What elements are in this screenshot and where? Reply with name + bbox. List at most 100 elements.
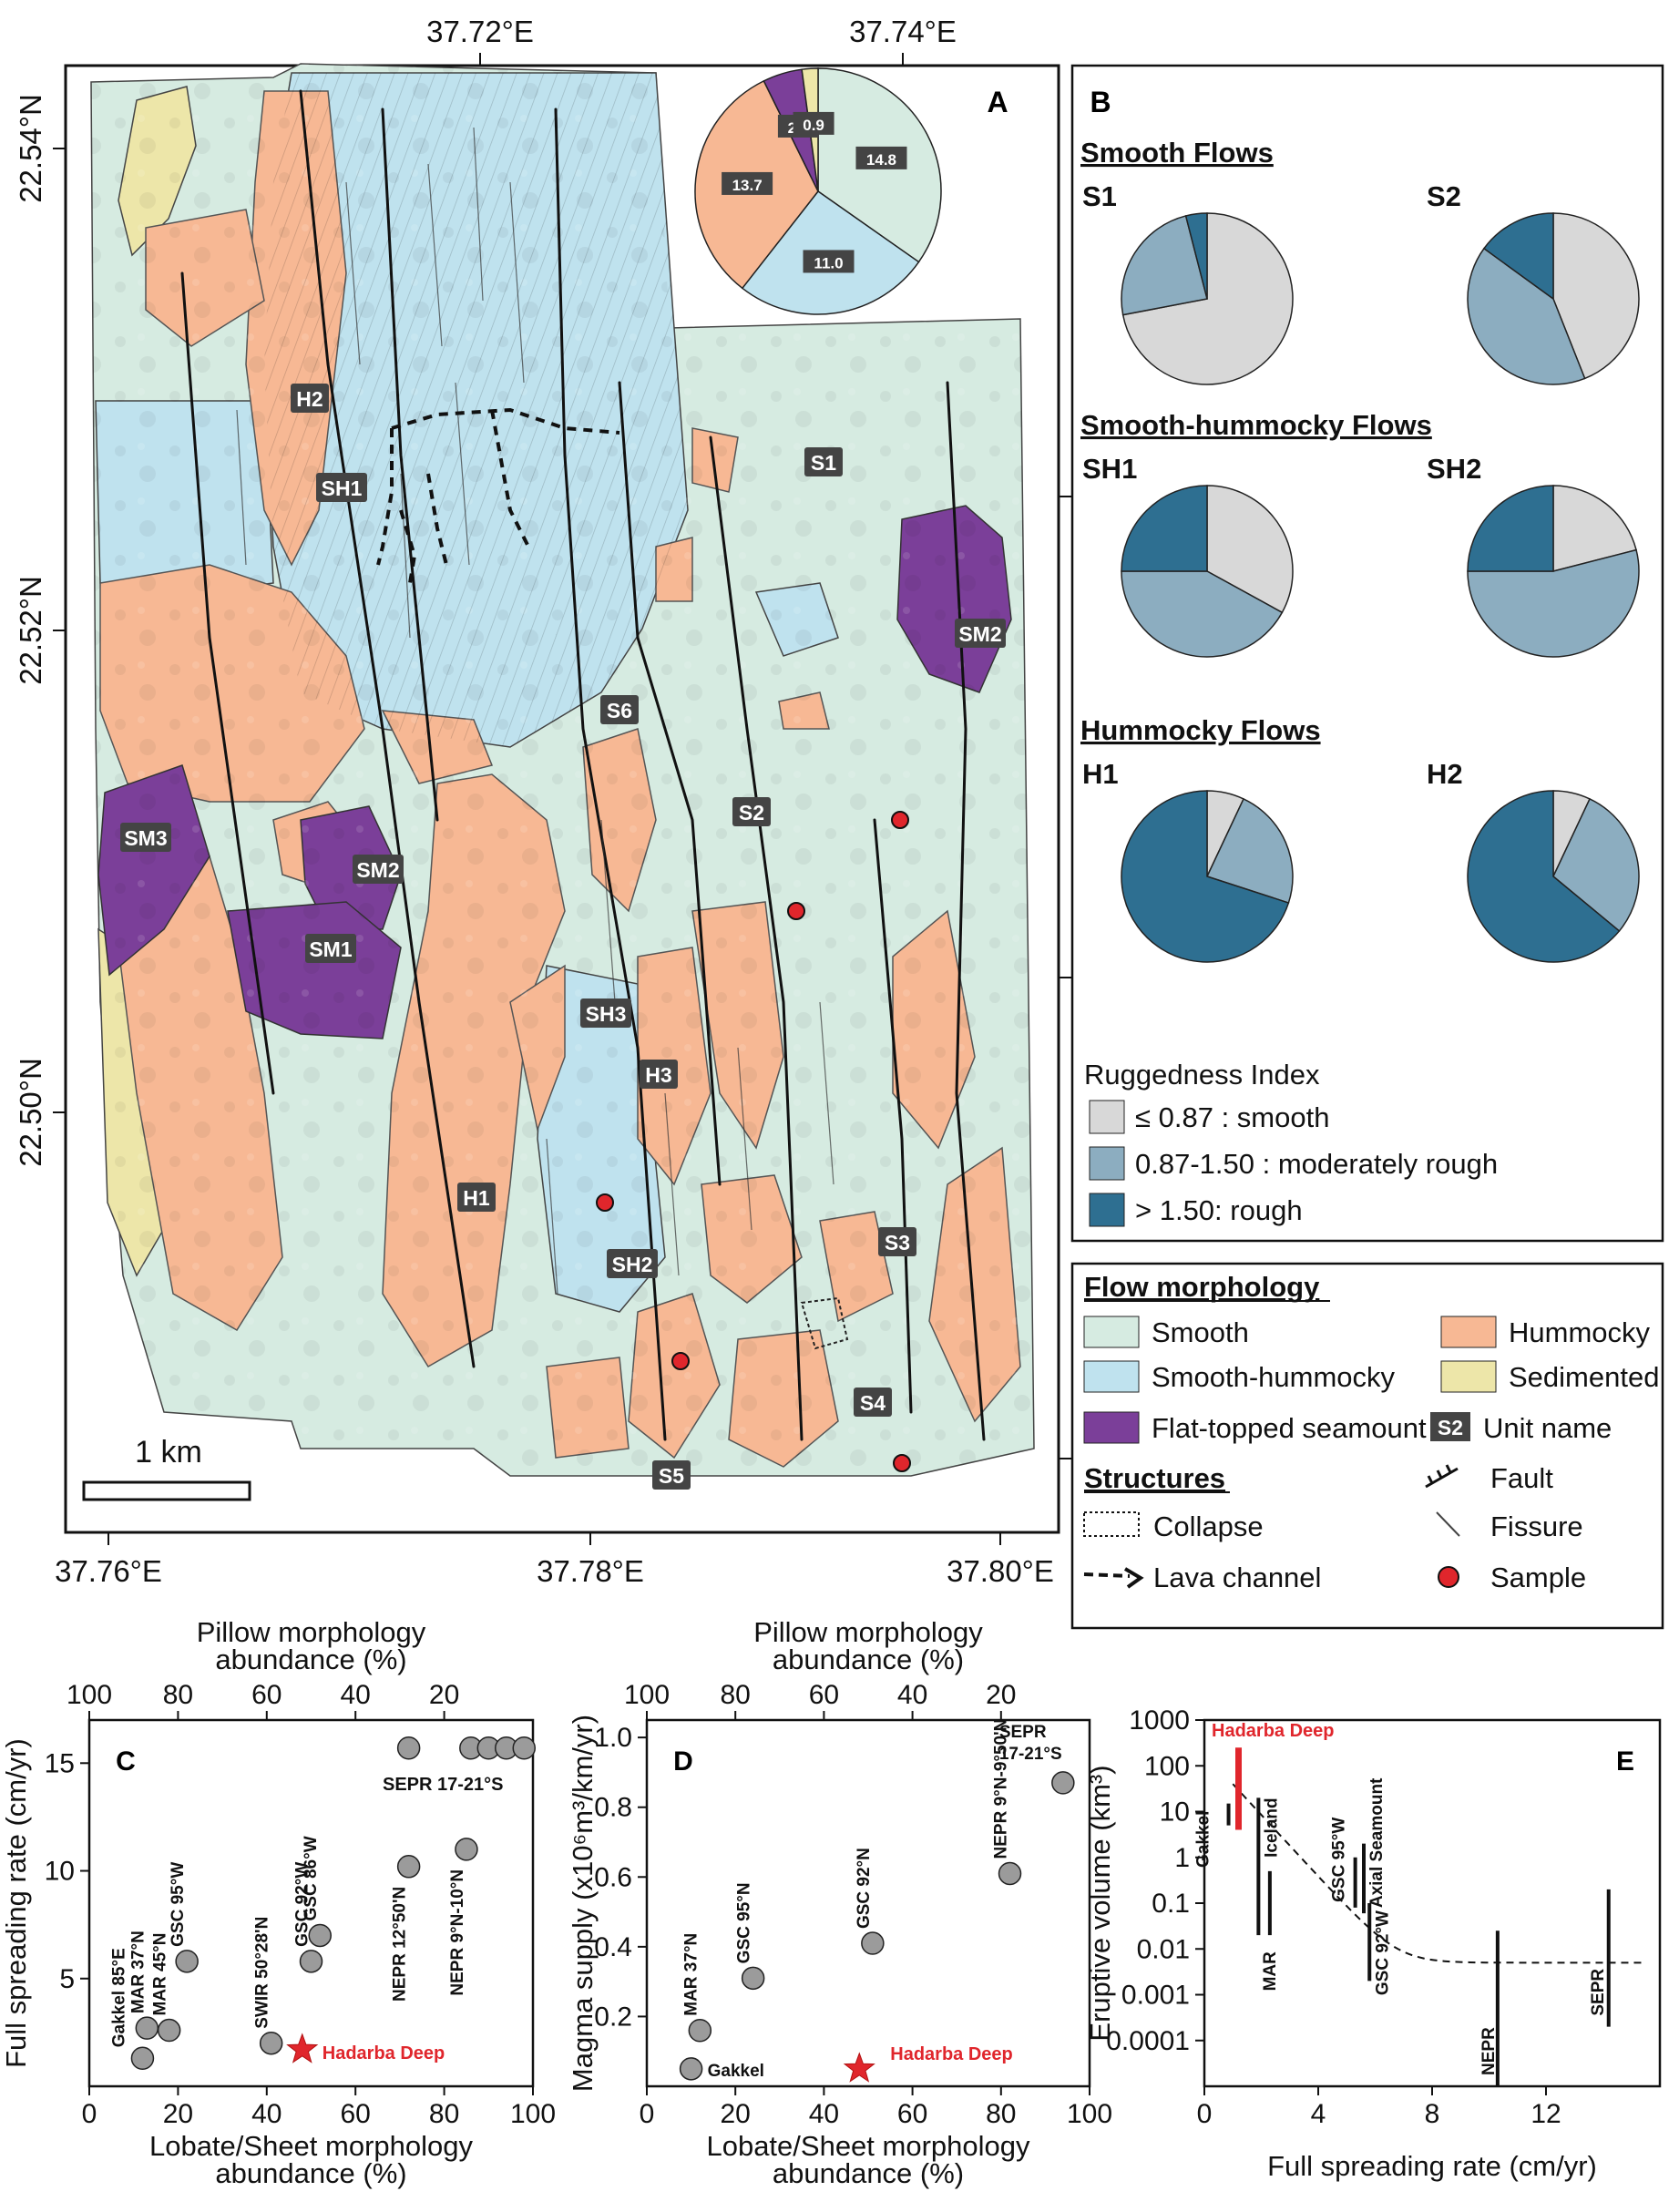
unit-label-text: S2 [739, 801, 764, 824]
range-bar-label: GSC 95°W [1330, 1818, 1349, 1902]
unit-label-badge [732, 797, 771, 826]
data-point-label: Gakkel 85°E [109, 1948, 128, 2047]
map-faults [180, 89, 986, 1441]
map-unit-labels: H2 SH1 S1 SM2 S6 S2 SM3 SM2 SM1 SH3 H3 H1 SH2 S3 S4 S5 [120, 384, 1006, 1490]
x-axis-label: Lobate/Sheet morphology [149, 2130, 474, 2162]
legend-lava-channel-label: Lava channel [1153, 1562, 1321, 1593]
x-tick-label: 80 [429, 2099, 459, 2129]
map-summary-pie: 14.811.013.72.20.9 [694, 67, 942, 315]
map-bottom-tick-1: 37.76°E [55, 1554, 162, 1588]
y-tick-label: 0.4 [594, 1932, 632, 1962]
y-tick-label: 0.001 [1121, 1981, 1190, 2011]
x-tick-label: 80 [986, 2099, 1016, 2129]
sample-point [596, 1193, 614, 1212]
data-point [679, 2057, 703, 2081]
legend-flow-label: Flat-topped seamount [1152, 1412, 1427, 1444]
data-point-label: GSC 92°N [855, 1848, 874, 1929]
x-tick-label: 0 [82, 2099, 97, 2129]
range-bar-label: NEPR [1479, 2027, 1499, 2075]
map-scale-bar-label: 1 km [135, 1435, 202, 1470]
y-tick-label: 1.0 [594, 1723, 632, 1753]
map-collapse [800, 1296, 849, 1350]
data-point [998, 1861, 1022, 1886]
x-axis-label: Full spreading rate (cm/yr) [1267, 2150, 1597, 2182]
ruggedness-legend-swatch [1089, 1146, 1125, 1181]
ruggedness-pie-slice [1121, 485, 1208, 572]
panel-label: E [1616, 1746, 1634, 1777]
ruggedness-pie-slice [1552, 212, 1640, 380]
unit-label-text: SM3 [124, 826, 167, 850]
range-bar-label: Iceland [1262, 1797, 1281, 1857]
chart-panel-d: 0 20 40 60 80 100 100 80 60 40 20 0.2 0.4 0.6 0.8 1.0 Lo… [567, 1616, 1112, 2189]
ruggedness-legend-swatch [1089, 1193, 1125, 1227]
ruggedness-legend-label: ≤ 0.87 : smooth [1135, 1101, 1329, 1133]
ruggedness-pie-slice [1467, 247, 1586, 385]
ruggedness-pie-slice [1552, 485, 1637, 572]
range-bar-label: GSC 92°W [1373, 1910, 1392, 1995]
ruggedness-pie-slice [1184, 212, 1208, 300]
data-point-label: NEPR 12°50'N [391, 1887, 410, 2002]
unit-label-badge [600, 695, 639, 724]
data-point-label: MAR 45°N [151, 1933, 170, 2016]
x-top-tick-label: 40 [897, 1680, 927, 1710]
chart-panel-e: 0 4 8 12 0.0001 0.001 0.01 0.1 1 10 100 1000 Full sp… [1084, 1705, 1662, 2182]
legend-flow-label: Unit name [1483, 1412, 1612, 1444]
map-bottom-tick-2: 37.78°E [537, 1554, 644, 1588]
sample-point [671, 1352, 690, 1370]
data-point-label: GSC 95°W [169, 1862, 188, 1947]
unit-label-text: H3 [645, 1063, 671, 1087]
panel-label-a: A [987, 86, 1008, 118]
data-point [135, 2016, 159, 2040]
data-point [299, 1950, 323, 1973]
legend-structures-title: Structures [1084, 1462, 1225, 1494]
x-tick-label: 0 [1197, 2099, 1213, 2129]
legend-fissure-symbol [1436, 1511, 1460, 1537]
unit-label-text: S1 [811, 451, 836, 475]
map-scale-bar [82, 1480, 251, 1501]
map-panel: H2SH1S1SM2S6S2SM3SM2SM1SH3H3H1SH2S3S4S5 … [14, 15, 1071, 1588]
ruggedness-legend-label: 0.87-1.50 : moderately rough [1135, 1148, 1498, 1180]
unit-label-text: S5 [659, 1464, 684, 1488]
map-lava-channels [376, 407, 620, 584]
data-point [1051, 1771, 1075, 1795]
legend-unit-badge-text: S2 [1438, 1416, 1463, 1439]
unit-label-badge [305, 934, 356, 963]
ruggedness-pie-slice [1467, 790, 1621, 963]
legend-flow-label: Sedimented [1509, 1361, 1659, 1393]
legend-lava-channel-symbol [1083, 1567, 1144, 1589]
x-top-axis-label-2: abundance (%) [773, 1644, 964, 1675]
legend-flow-swatch [1083, 1360, 1140, 1393]
ruggedness-pie-slice [1121, 570, 1284, 658]
ruggedness-group-title: Smooth Flows [1080, 137, 1274, 169]
ruggedness-pie-slice [1205, 797, 1294, 904]
unit-label-badge [878, 1227, 916, 1256]
x-tick-label: 12 [1531, 2099, 1561, 2129]
ruggedness-pie-slice [1121, 215, 1208, 316]
y-tick-label: 100 [1144, 1751, 1190, 1781]
panel-label: C [116, 1746, 136, 1777]
x-top-tick-label: 20 [429, 1680, 459, 1710]
data-point [512, 1736, 537, 1760]
range-bar-label: Gakkel [1194, 1811, 1213, 1868]
ruggedness-group-title: Smooth-hummocky Flows [1080, 409, 1432, 441]
ruggedness-pie-name: H1 [1082, 758, 1119, 790]
map-left-tick-2: 22.52°N [14, 576, 47, 685]
legend-flow-label: Hummocky [1509, 1316, 1651, 1348]
legend-flow-swatch [1083, 1411, 1140, 1444]
x-top-axis-label-2: abundance (%) [215, 1644, 406, 1675]
ruggedness-pie-slice [1206, 485, 1294, 614]
y-tick-label: 0.6 [594, 1862, 632, 1892]
y-tick-label: 10 [1160, 1797, 1190, 1828]
data-point-label: NEPR 9°N-10°N [448, 1869, 467, 1996]
map-left-tick-3: 22.50°N [14, 1058, 47, 1167]
legend-flow-swatch [1440, 1360, 1497, 1393]
data-point-label-line: 17-21°S [999, 1745, 1062, 1764]
legend-flow-title: Flow morphology [1084, 1271, 1320, 1303]
unit-label-text: SH1 [322, 476, 363, 500]
unit-label-text: SH3 [586, 1002, 627, 1026]
map-pie-label-bg [855, 146, 907, 169]
unit-label-text: S3 [885, 1231, 910, 1254]
y-axis-label: Full spreading rate (cm/yr) [0, 1738, 32, 2068]
x-top-axis-label: Pillow morphology [753, 1616, 983, 1648]
legend-flow-label: Smooth-hummocky [1152, 1361, 1396, 1393]
